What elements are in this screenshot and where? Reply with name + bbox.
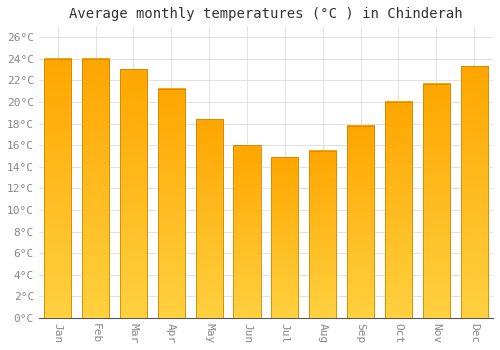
Bar — [196, 119, 223, 318]
Bar — [422, 84, 450, 318]
Bar — [347, 126, 374, 318]
Bar — [120, 70, 147, 318]
Bar — [309, 150, 336, 318]
Bar — [385, 102, 412, 318]
Bar — [196, 119, 223, 318]
Bar — [385, 102, 412, 318]
Title: Average monthly temperatures (°C ) in Chinderah: Average monthly temperatures (°C ) in Ch… — [69, 7, 462, 21]
Bar — [422, 84, 450, 318]
Bar — [234, 145, 260, 318]
Bar — [158, 89, 185, 318]
Bar — [82, 59, 109, 318]
Bar — [120, 70, 147, 318]
Bar — [158, 89, 185, 318]
Bar — [309, 150, 336, 318]
Bar — [44, 59, 72, 318]
Bar — [271, 157, 298, 318]
Bar — [347, 126, 374, 318]
Bar — [234, 145, 260, 318]
Bar — [44, 59, 72, 318]
Bar — [460, 66, 488, 318]
Bar — [460, 66, 488, 318]
Bar — [82, 59, 109, 318]
Bar — [271, 157, 298, 318]
